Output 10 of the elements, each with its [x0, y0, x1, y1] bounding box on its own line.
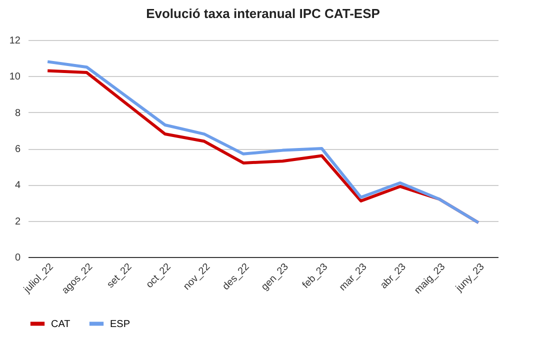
y-tick-label: 2: [14, 216, 21, 228]
chart-title: Evolució taxa interanual IPC CAT-ESP: [146, 6, 380, 21]
legend-label: CAT: [51, 318, 70, 330]
y-tick-label: 6: [14, 144, 21, 155]
y-tick-label: 0: [14, 252, 21, 264]
y-tick-label: 12: [9, 36, 21, 46]
y-tick-label: 8: [14, 108, 21, 119]
legend-label: ESP: [110, 318, 130, 330]
y-tick-label: 10: [9, 72, 21, 83]
y-tick-label: 4: [14, 180, 21, 192]
